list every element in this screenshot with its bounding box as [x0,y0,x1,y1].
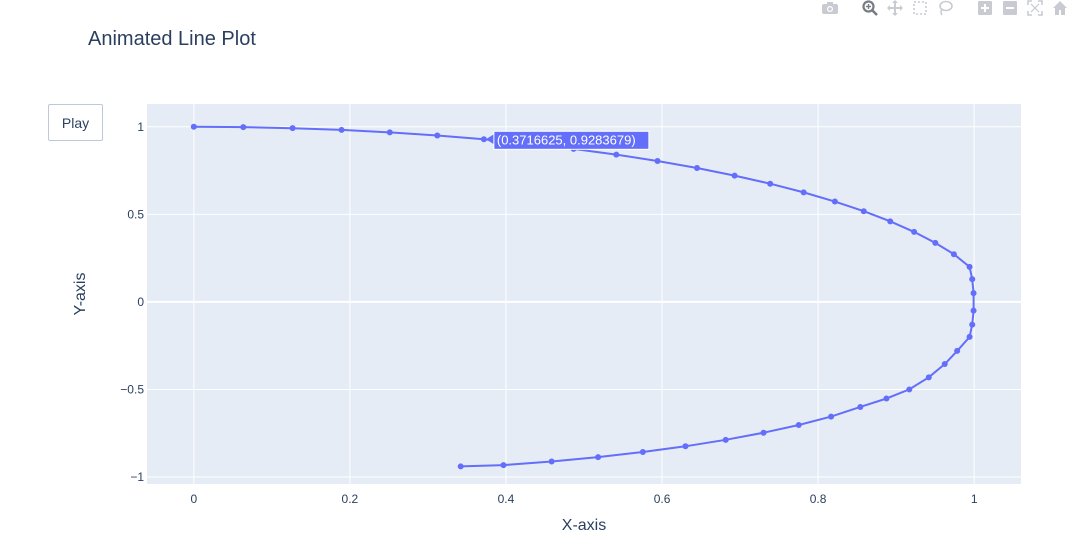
data-point[interactable] [434,132,441,139]
autoscale-icon[interactable] [1025,0,1045,16]
plot-background[interactable] [147,104,1021,484]
x-tick-label: 0.8 [810,492,827,506]
zoom-in-icon[interactable] [975,0,995,16]
data-point[interactable] [966,263,973,270]
data-point[interactable] [760,429,767,436]
data-point[interactable] [857,403,864,410]
y-tick-label: 0.5 [127,207,144,221]
tooltip-text: (0.3716625, 0.9283679) [497,132,636,147]
data-point[interactable] [966,333,973,340]
data-point[interactable] [480,136,487,143]
modebar [820,0,1070,16]
data-point[interactable] [548,458,555,465]
data-point[interactable] [925,374,932,381]
data-point[interactable] [693,165,700,172]
data-point[interactable] [639,449,646,456]
data-point[interactable] [386,129,393,136]
data-point[interactable] [722,436,729,443]
series-markers [190,123,977,470]
data-point[interactable] [595,454,602,461]
x-axis-title: X-axis [562,517,606,534]
x-tick-label: 0.6 [654,492,671,506]
home-icon[interactable] [1050,0,1070,16]
data-point[interactable] [970,307,977,314]
data-point[interactable] [887,218,894,225]
play-button[interactable]: Play [48,104,103,141]
y-tick-label: 1 [137,120,144,134]
data-point[interactable] [800,189,807,196]
data-point[interactable] [795,422,802,429]
data-point[interactable] [831,198,838,205]
chart-title: Animated Line Plot [88,28,256,50]
x-tick-label: 0.2 [342,492,359,506]
data-point[interactable] [457,463,464,470]
x-tick-label: 0.4 [498,492,515,506]
tooltip-pointer [485,134,494,145]
zoom-out-icon[interactable] [1000,0,1020,16]
data-point[interactable] [932,239,939,246]
hover-tooltip: (0.3716625, 0.9283679) [485,130,650,150]
data-point[interactable] [767,180,774,187]
data-point[interactable] [969,321,976,328]
data-point[interactable] [911,228,918,235]
data-point[interactable] [860,208,867,215]
data-point[interactable] [970,290,977,297]
data-point[interactable] [240,124,247,131]
data-point[interactable] [338,126,345,133]
camera-icon[interactable] [820,0,840,16]
x-tick-label: 0 [190,492,197,506]
pan-icon[interactable] [885,0,905,16]
data-point[interactable] [941,360,948,367]
data-point[interactable] [906,386,913,393]
data-point[interactable] [969,276,976,283]
tick-labels: 0 0.2 0.4 0.6 0.8 1 −1 −0.5 0 0.5 1 [120,120,978,506]
data-point[interactable] [954,347,961,354]
x-tick-label: 1 [971,492,978,506]
y-tick-label: −0.5 [120,382,144,396]
data-point[interactable] [654,158,661,165]
y-tick-label: −1 [130,470,144,484]
data-point[interactable] [500,462,507,469]
data-point[interactable] [190,123,197,130]
box-select-icon[interactable] [910,0,930,16]
data-point[interactable] [613,151,620,158]
data-point[interactable] [883,395,890,402]
data-point[interactable] [950,251,957,258]
data-point[interactable] [828,413,835,420]
y-tick-label: 0 [137,295,144,309]
data-point[interactable] [731,172,738,179]
zoom-icon[interactable] [860,0,880,16]
lasso-icon[interactable] [935,0,955,16]
tooltip-box [493,130,650,150]
data-point[interactable] [682,443,689,450]
grid-lines [147,104,1021,484]
data-point[interactable] [289,125,296,132]
y-axis-title: Y-axis [72,273,89,316]
